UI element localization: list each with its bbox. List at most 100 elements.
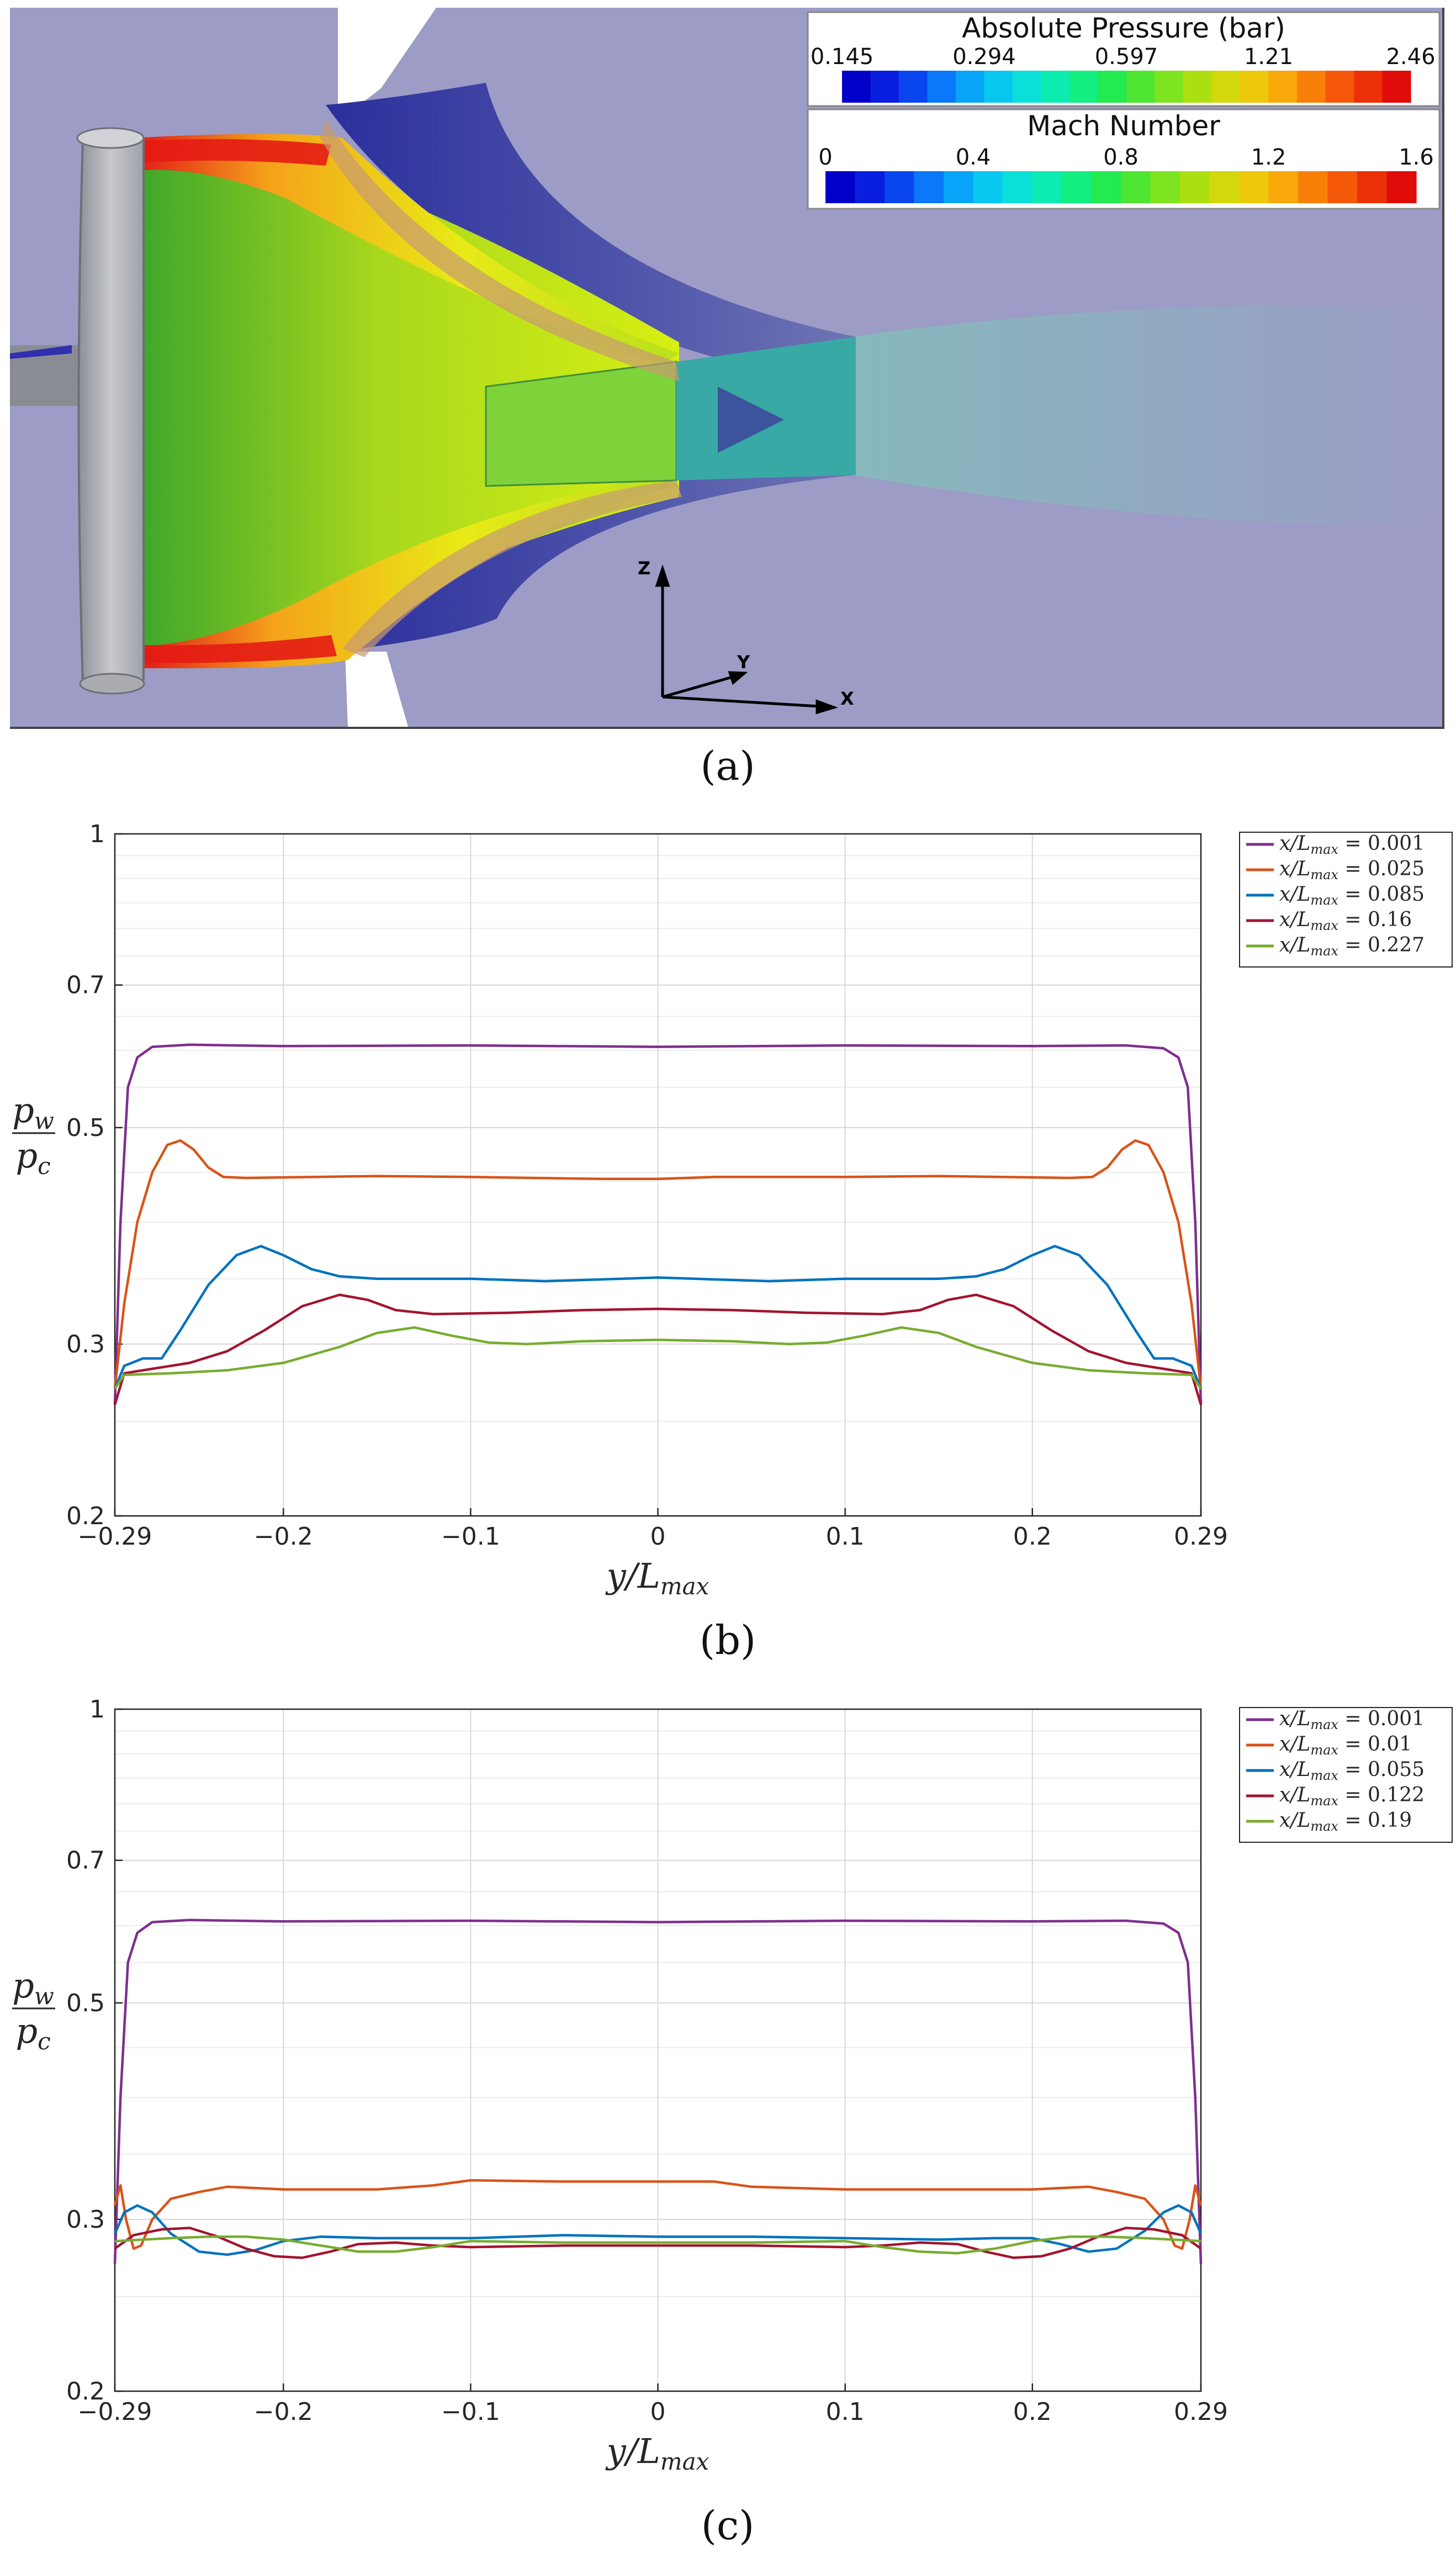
series-line-1 — [113, 1918, 1203, 2264]
pressure-swatch — [1297, 71, 1326, 103]
mach-swatch — [825, 171, 856, 203]
pressure-swatch — [1268, 71, 1298, 103]
upper-wedge — [338, 8, 436, 121]
triad-x-axis — [662, 695, 829, 709]
x-tick-label: −0.2 — [254, 1523, 313, 1551]
exit-shock-cell — [718, 387, 784, 453]
mach-swatch — [1327, 171, 1358, 203]
pressure-swatch — [1211, 71, 1241, 103]
mach-swatch — [1003, 171, 1033, 203]
y-axis-label-denominator: pc — [15, 2011, 50, 2055]
legend-box — [1239, 1707, 1453, 1843]
manifold-top-cap — [76, 127, 145, 149]
mach-tick-label: 0 — [818, 145, 832, 170]
axis-triad — [655, 564, 838, 715]
chart-c: −0.29 −0.2 −0.1 0 0.1 0.2 0.29 0.2 0.3 0.5 0.7 1 y/L… — [12, 1695, 1453, 2475]
pressure-swatch — [1240, 71, 1269, 103]
pressure-swatch — [870, 71, 899, 103]
x-tick-label: −0.1 — [441, 2398, 500, 2426]
pressure-swatch — [1325, 71, 1354, 103]
pressure-swatch — [1155, 71, 1184, 103]
mach-swatch — [1268, 171, 1299, 203]
mach-colorbar-ticks: 0 0.4 0.8 1.2 1.6 — [818, 145, 1434, 170]
y-tick-label: 1 — [89, 1695, 105, 1724]
legend-entry: x/Lmax = 0.227 — [1279, 934, 1425, 959]
mach-colorbar: Mach Number 0 0.4 0.8 1.2 1.6 — [807, 108, 1441, 210]
pressure-swatch — [956, 71, 985, 103]
pressure-swatch — [1041, 71, 1070, 103]
x-tick-label: 0.2 — [1013, 1523, 1052, 1551]
mach-swatch — [944, 171, 974, 203]
mach-colorbar-title: Mach Number — [1027, 110, 1220, 142]
pressure-tick-label: 2.46 — [1386, 44, 1435, 70]
upper-surface-band — [320, 119, 679, 381]
pressure-swatch — [927, 71, 956, 103]
mach-swatch — [1062, 171, 1092, 203]
x-tick-label: 0.29 — [1174, 1523, 1228, 1551]
manifold-bottom-cap — [79, 673, 145, 695]
x-tick-label: −0.29 — [78, 1523, 152, 1551]
series-line-5 — [114, 1326, 1202, 1389]
render-frame-bottom — [10, 727, 1444, 729]
lower-wedge — [345, 652, 409, 728]
mach-swatch — [1209, 171, 1240, 203]
y-tick-label: 0.7 — [66, 971, 105, 1000]
pressure-colorbar-swatches — [842, 71, 1411, 103]
pressure-swatch — [1382, 71, 1411, 103]
pressure-swatch — [1126, 71, 1156, 103]
y-tick-label: 0.3 — [66, 2206, 105, 2234]
pressure-swatch — [984, 71, 1013, 103]
x-tick-label: 0.2 — [1013, 2398, 1052, 2426]
mach-swatch — [855, 171, 885, 203]
mach-swatch — [973, 171, 1003, 203]
series-line-1 — [113, 1043, 1203, 1405]
series-line-2 — [113, 1139, 1203, 1389]
pressure-colorbar: Absolute Pressure (bar) 0.145 0.294 0.597 1… — [807, 11, 1441, 107]
pressure-swatch — [1098, 71, 1127, 103]
y-axis-label-numerator: pw — [12, 1965, 54, 2010]
legend-entry: x/Lmax = 0.055 — [1279, 1758, 1425, 1783]
mach-colorbar-swatches — [825, 171, 1417, 203]
lower-surface-band — [342, 480, 682, 657]
exhaust-plume — [850, 305, 1444, 526]
y-tick-label: 0.7 — [66, 1847, 105, 1875]
mach-swatch — [1032, 171, 1062, 203]
pressure-swatch — [1354, 71, 1383, 103]
pressure-tick-label: 1.21 — [1244, 44, 1293, 70]
series-line-4 — [113, 1293, 1203, 1405]
triad-x-arrow — [816, 699, 838, 715]
mach-tick-label: 0.4 — [956, 145, 991, 170]
y-tick-label: 0.3 — [66, 1330, 105, 1359]
panel-a-label: (a) — [700, 743, 755, 789]
x-tick-label: 0 — [650, 2398, 666, 2426]
pressure-swatch — [1013, 71, 1042, 103]
y-tick-label: 0.5 — [66, 1989, 105, 2017]
pressure-colorbar-ticks: 0.145 0.294 0.597 1.21 2.46 — [811, 44, 1436, 70]
injector-manifold — [77, 133, 145, 691]
y-tick-label: 1 — [89, 820, 105, 848]
x-tick-label: −0.1 — [441, 1523, 500, 1551]
mach-swatch — [914, 171, 944, 203]
legend-entry: x/Lmax = 0.122 — [1279, 1784, 1425, 1809]
legend-entry: x/Lmax = 0.01 — [1279, 1733, 1412, 1758]
series-line-5 — [114, 2235, 1201, 2255]
render-frame-right — [1442, 8, 1444, 728]
mach-swatch — [1121, 171, 1151, 203]
triad-y-arrow — [728, 671, 748, 685]
lower-hot-streak — [144, 635, 337, 663]
y-tick-label: 0.2 — [66, 2377, 105, 2406]
series-line-4 — [114, 2227, 1202, 2259]
mach-tick-label: 0.8 — [1103, 145, 1139, 170]
triad-z-label: Z — [638, 558, 650, 579]
x-axis-label: y/Lmax — [605, 2431, 710, 2475]
legend-entry: x/Lmax = 0.001 — [1279, 1708, 1425, 1732]
series-line-3 — [113, 1245, 1203, 1389]
mach-swatch — [1150, 171, 1180, 203]
mach-swatch — [885, 171, 915, 203]
mach-swatch — [1091, 171, 1121, 203]
y-tick-label: 0.5 — [66, 1114, 105, 1142]
series-line-2 — [113, 2179, 1203, 2250]
mach-swatch — [1386, 171, 1417, 203]
mach-tick-label: 1.2 — [1251, 145, 1286, 170]
